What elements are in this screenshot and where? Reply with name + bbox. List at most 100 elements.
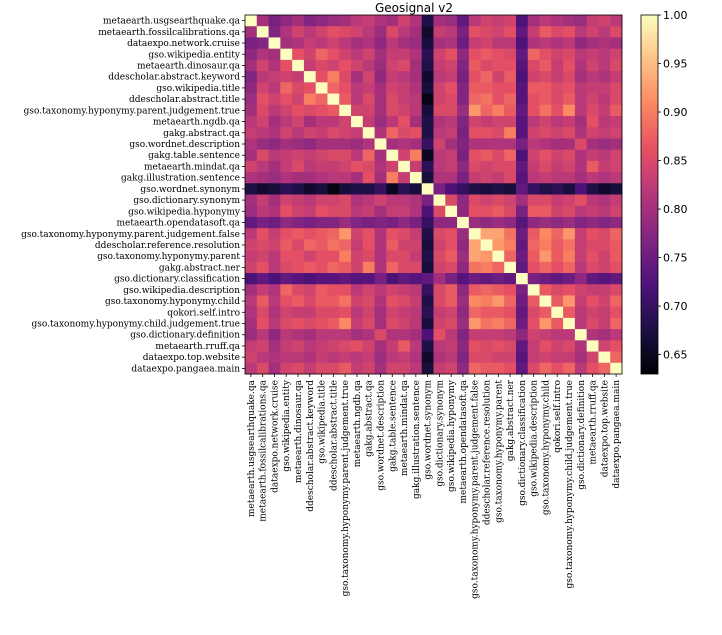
heatmap-cell <box>610 37 623 50</box>
heatmap-cell <box>292 273 305 285</box>
heatmap-cell <box>539 284 552 296</box>
heatmap-cell <box>563 127 576 139</box>
heatmap-cell <box>362 104 375 117</box>
heatmap-cell <box>374 183 387 195</box>
heatmap-cell <box>303 59 317 72</box>
heatmap-cell <box>445 239 458 251</box>
heatmap-cell <box>398 273 411 285</box>
heatmap-cell <box>586 351 599 364</box>
heatmap-cell <box>574 71 588 83</box>
heatmap-cell <box>480 82 493 94</box>
heatmap-cell <box>303 317 317 330</box>
heatmap-cell <box>351 239 364 251</box>
colorbar-gradient <box>640 14 659 375</box>
heatmap-cell <box>457 26 470 38</box>
heatmap-cell <box>480 228 493 240</box>
heatmap-cell <box>527 317 540 330</box>
heatmap-cell <box>327 306 340 319</box>
heatmap-cell <box>610 295 623 308</box>
heatmap-cell <box>280 93 293 106</box>
heatmap-cell <box>315 239 328 251</box>
heatmap-cell <box>492 160 505 173</box>
heatmap-cell <box>268 228 281 240</box>
heatmap-cell <box>574 250 588 263</box>
heatmap-cell <box>445 127 458 139</box>
heatmap-cell <box>421 104 434 117</box>
heatmap-cell <box>433 273 446 285</box>
heatmap-cell <box>527 26 540 38</box>
heatmap-cell <box>468 48 482 61</box>
heatmap-cell <box>339 329 352 341</box>
heatmap-cell <box>504 138 517 151</box>
heatmap-cell <box>398 340 411 352</box>
column-label: dataexpo.top.website <box>600 380 610 477</box>
heatmap-cell <box>586 362 599 375</box>
row-label: gso.wikipedia.entity <box>148 50 241 60</box>
heatmap-cell <box>268 295 281 308</box>
heatmap-cell <box>504 284 517 296</box>
heatmap-cell <box>527 228 540 240</box>
heatmap-cell <box>245 160 258 173</box>
heatmap-cell <box>504 306 517 319</box>
heatmap-cell <box>421 351 434 364</box>
heatmap-cell <box>386 104 399 117</box>
heatmap-cell <box>539 59 552 72</box>
heatmap-cell <box>539 71 552 83</box>
heatmap-cell <box>409 183 423 195</box>
heatmap-cell <box>327 149 340 162</box>
colorbar-tick-label: 0.90 <box>663 106 688 119</box>
heatmap-cell <box>256 15 269 27</box>
heatmap-cell <box>303 351 317 364</box>
row-label: gso.wikipedia.title <box>156 84 240 94</box>
heatmap-cell <box>586 15 599 27</box>
heatmap-cell <box>445 205 458 218</box>
heatmap-cell <box>598 127 611 139</box>
heatmap-cell <box>445 138 458 151</box>
heatmap-cell <box>492 273 505 285</box>
heatmap-cell <box>551 37 564 50</box>
heatmap-cell <box>433 37 446 50</box>
heatmap-cell <box>327 37 340 50</box>
heatmap-cell <box>315 306 328 319</box>
heatmap-cell <box>409 317 423 330</box>
heatmap-cell <box>445 216 458 229</box>
heatmap-cell <box>421 172 434 184</box>
heatmap-cell <box>303 362 317 375</box>
heatmap-cell <box>492 48 505 61</box>
heatmap-cell <box>303 295 317 308</box>
heatmap-cell <box>527 138 540 151</box>
heatmap-cell <box>598 93 611 106</box>
heatmap-cell <box>457 228 470 240</box>
heatmap-cell <box>515 250 529 263</box>
heatmap-cell <box>433 362 446 375</box>
heatmap-cell <box>245 273 258 285</box>
column-label: dataexpo.network.cruise <box>270 380 280 493</box>
heatmap-cell <box>280 306 293 319</box>
heatmap-cell <box>374 127 387 139</box>
heatmap-cell <box>492 228 505 240</box>
heatmap-cell <box>457 351 470 364</box>
heatmap-cell <box>504 93 517 106</box>
heatmap-cell <box>504 194 517 207</box>
heatmap-cell <box>504 317 517 330</box>
heatmap-cell <box>539 205 552 218</box>
heatmap-cell <box>303 183 317 195</box>
heatmap-cell <box>527 149 540 162</box>
heatmap-cell <box>303 71 317 83</box>
heatmap-cell <box>468 306 482 319</box>
heatmap-cell <box>598 160 611 173</box>
heatmap-cell <box>280 362 293 375</box>
heatmap-cell <box>374 317 387 330</box>
heatmap-cell <box>303 306 317 319</box>
heatmap-cell <box>409 104 423 117</box>
heatmap-cell <box>315 26 328 38</box>
heatmap-cell <box>362 138 375 151</box>
heatmap-cell <box>303 261 317 274</box>
heatmap-cell <box>480 216 493 229</box>
heatmap-cell <box>398 362 411 375</box>
column-label: gso.wordnet.description <box>376 380 386 491</box>
heatmap-cell <box>504 250 517 263</box>
heatmap-cell <box>292 362 305 375</box>
heatmap-cell <box>398 194 411 207</box>
heatmap-cell <box>563 15 576 27</box>
